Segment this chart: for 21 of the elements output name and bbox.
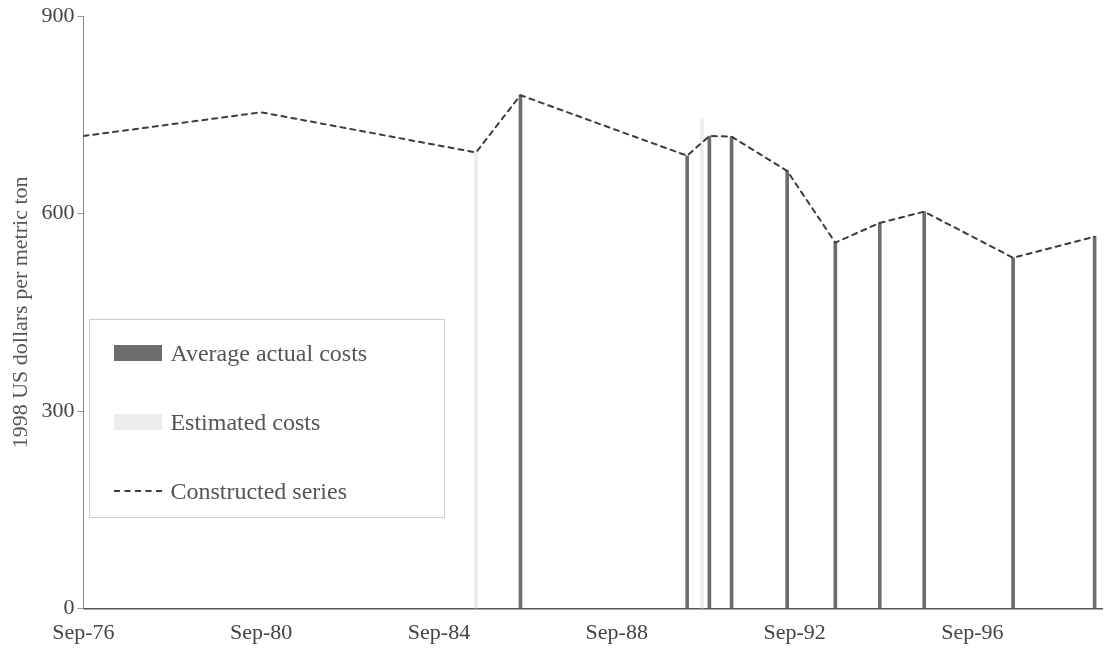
- line-series: [83, 94, 1096, 259]
- bar: [877, 222, 882, 609]
- legend-label: Average actual costs: [170, 339, 368, 367]
- bar: [685, 155, 689, 609]
- x-tick-label: Sep-84: [407, 618, 471, 644]
- y-tick-label: 300: [41, 396, 75, 422]
- legend-label: Constructed series: [170, 477, 348, 505]
- y-tick-label: 0: [63, 594, 75, 620]
- bar: [922, 211, 927, 609]
- x-tick-label: Sep-96: [941, 618, 1004, 644]
- x-tick-label: Sep-92: [763, 618, 826, 644]
- bar: [785, 170, 789, 609]
- x-tick-label: Sep-80: [230, 618, 293, 644]
- x-tick-label: Sep-88: [585, 618, 648, 644]
- y-axis-title: 1998 US dollars per metric ton: [6, 176, 32, 449]
- y-tick-label: 900: [41, 1, 75, 27]
- x-tick-label: Sep-76: [52, 618, 115, 644]
- bar: [1011, 257, 1015, 609]
- y-tick-label: 600: [41, 199, 75, 225]
- bar: [833, 242, 838, 609]
- legend-label: Estimated costs: [170, 408, 321, 436]
